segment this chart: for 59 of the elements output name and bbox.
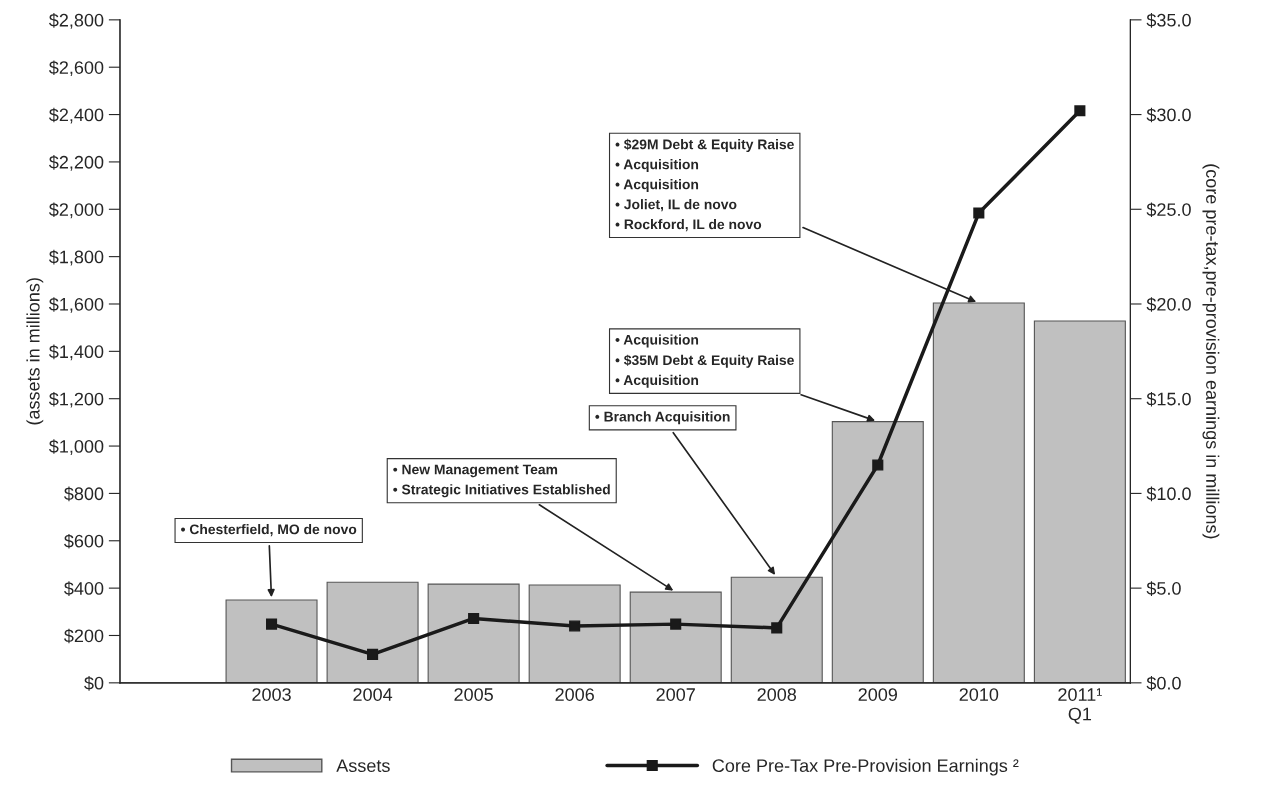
point bbox=[670, 618, 682, 630]
point bbox=[265, 618, 278, 630]
y-tick-label: $0 bbox=[84, 676, 104, 691]
x-tick-label: 2007 bbox=[656, 688, 695, 701]
y2-tick-label: $5.0 bbox=[1146, 581, 1181, 596]
bar bbox=[1033, 320, 1126, 683]
annotation: • New Management Team • Strategic Initiatives Established bbox=[393, 464, 610, 498]
y-tick-label: $1,000 bbox=[48, 439, 104, 455]
x-tick-label: 2009 bbox=[858, 688, 898, 701]
point bbox=[1074, 105, 1086, 117]
y-tick-label: $400 bbox=[64, 581, 104, 596]
x-tick-label: 2011¹ Q1 bbox=[1058, 688, 1102, 724]
y2-tick-label: $30.0 bbox=[1146, 107, 1191, 123]
bar bbox=[629, 591, 722, 683]
x-tick-label: 2005 bbox=[454, 688, 493, 701]
y-tick-label: $800 bbox=[64, 486, 104, 502]
y2-tick-label: $10.0 bbox=[1146, 486, 1191, 502]
bar bbox=[831, 421, 924, 683]
legend-label: Assets bbox=[336, 759, 390, 773]
y-tick-label: $2,800 bbox=[48, 13, 104, 29]
y-tick-label: $600 bbox=[64, 533, 104, 549]
y2-tick-label: $35.0 bbox=[1146, 13, 1191, 28]
point bbox=[872, 459, 884, 471]
y-tick-label: $1,400 bbox=[48, 344, 104, 361]
y2-tick-label: $20.0 bbox=[1146, 297, 1191, 312]
annotation: • Chesterfield, MO de novo bbox=[181, 524, 357, 537]
bar bbox=[730, 576, 823, 683]
bar bbox=[528, 584, 621, 683]
point bbox=[771, 622, 783, 634]
point bbox=[468, 612, 480, 624]
legend-label: Core Pre-Tax Pre-Provision Earnings ² bbox=[712, 758, 1019, 776]
annotation: • Branch Acquisition bbox=[595, 411, 730, 425]
bar bbox=[427, 583, 520, 683]
x-tick-label: 2006 bbox=[555, 688, 594, 701]
x-tick-label: 2003 bbox=[252, 688, 291, 701]
point bbox=[367, 648, 379, 660]
y-tick-label: $1,200 bbox=[48, 391, 104, 408]
y-tick-label: $2,000 bbox=[48, 202, 104, 219]
annotation: • $29M Debt & Equity Raise • Acquisition • Acquisition • Joliet, IL de novo • Rockford, IL de novo bbox=[615, 138, 794, 232]
bar bbox=[932, 302, 1025, 683]
y-tick-label: $2,200 bbox=[48, 155, 104, 171]
x-tick-label: 2008 bbox=[757, 688, 797, 701]
point bbox=[569, 620, 581, 632]
annotation: • Acquisition • $35M Debt & Equity Raise • Acquisition bbox=[615, 334, 794, 388]
y-tick-label: $1,600 bbox=[48, 297, 104, 313]
x-tick-label: 2010 bbox=[959, 688, 999, 701]
y-tick-label: $2,400 bbox=[48, 107, 104, 124]
y-tick-label: $200 bbox=[64, 628, 104, 644]
y2-tick-label: $0.0 bbox=[1146, 676, 1181, 691]
y2-axis-title: (core pre-tax,pre-provision earnings in millions) bbox=[1202, 164, 1220, 539]
point bbox=[973, 207, 985, 219]
bar bbox=[326, 581, 419, 683]
x-tick-label: 2004 bbox=[353, 688, 393, 701]
y2-tick-label: $25.0 bbox=[1146, 202, 1191, 218]
y-tick-label: $1,800 bbox=[48, 249, 104, 266]
bar bbox=[225, 599, 318, 683]
y-tick-label: $2,600 bbox=[48, 60, 104, 77]
y2-tick-label: $15.0 bbox=[1146, 391, 1191, 407]
y-axis-title: (assets in millions) bbox=[26, 278, 44, 425]
